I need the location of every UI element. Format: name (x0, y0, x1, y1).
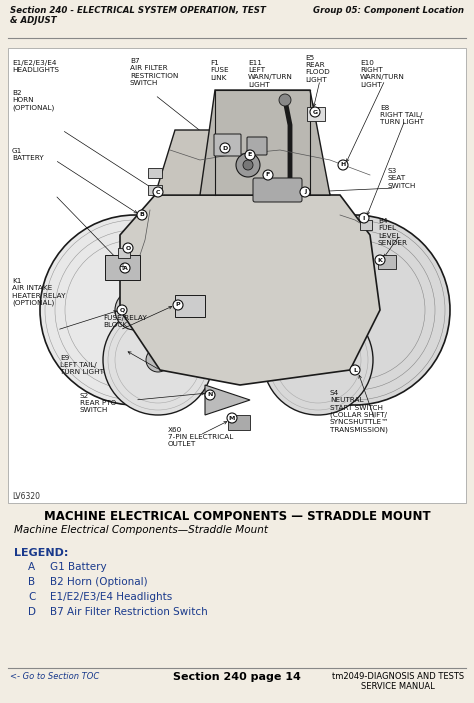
Circle shape (137, 210, 147, 220)
Text: E1/E2/E3/E4
HEADLIGHTS: E1/E2/E3/E4 HEADLIGHTS (12, 60, 59, 73)
Text: B2
HORN
(OPTIONAL): B2 HORN (OPTIONAL) (12, 90, 54, 111)
Text: K1
AIR INTAKE
HEATER RELAY
(OPTIONAL): K1 AIR INTAKE HEATER RELAY (OPTIONAL) (12, 278, 65, 307)
Polygon shape (120, 195, 380, 385)
Circle shape (120, 263, 130, 273)
Circle shape (310, 107, 320, 117)
Circle shape (347, 302, 363, 318)
Circle shape (263, 305, 373, 415)
Text: E11
LEFT
WARN/TURN
LIGHT: E11 LEFT WARN/TURN LIGHT (248, 60, 293, 88)
Text: G1
BATTERY: G1 BATTERY (12, 148, 44, 161)
Text: N: N (207, 392, 213, 397)
Text: J: J (304, 190, 306, 195)
Text: Section 240 - ELECTRICAL SYSTEM OPERATION, TEST
& ADJUST: Section 240 - ELECTRICAL SYSTEM OPERATIO… (10, 6, 266, 25)
FancyBboxPatch shape (378, 255, 396, 269)
Text: E9
LEFT TAIL/
TURN LIGHT: E9 LEFT TAIL/ TURN LIGHT (60, 355, 104, 375)
Text: O: O (126, 245, 131, 250)
FancyBboxPatch shape (148, 168, 162, 178)
Text: S3
SEAT
SWITCH: S3 SEAT SWITCH (388, 168, 416, 188)
Text: E10
RIGHT
WARN/TURN
LIGHT: E10 RIGHT WARN/TURN LIGHT (360, 60, 405, 88)
Text: L: L (353, 368, 357, 373)
Circle shape (359, 213, 369, 223)
Circle shape (127, 302, 143, 318)
Circle shape (260, 215, 450, 405)
FancyBboxPatch shape (118, 248, 130, 258)
Text: FUSE/RELAY
BLOCK: FUSE/RELAY BLOCK (103, 315, 147, 328)
Circle shape (279, 94, 291, 106)
Text: X60
7-PIN ELECTRICAL
OUTLET: X60 7-PIN ELECTRICAL OUTLET (168, 427, 233, 448)
FancyBboxPatch shape (8, 48, 466, 503)
Text: C: C (156, 190, 160, 195)
Text: +: + (118, 262, 126, 272)
Circle shape (220, 143, 230, 153)
Text: A: A (28, 562, 35, 572)
Text: E1/E2/E3/E4 Headlights: E1/E2/E3/E4 Headlights (50, 592, 172, 602)
FancyBboxPatch shape (148, 185, 162, 195)
Circle shape (103, 305, 213, 415)
Circle shape (123, 243, 133, 253)
Text: B: B (139, 212, 145, 217)
Text: K: K (378, 257, 383, 262)
Text: LEGEND:: LEGEND: (14, 548, 68, 558)
Text: S2
REAR PTO
SWITCH: S2 REAR PTO SWITCH (80, 393, 116, 413)
Text: C: C (28, 592, 36, 602)
Text: D: D (28, 607, 36, 617)
Text: B7 Air Filter Restriction Switch: B7 Air Filter Restriction Switch (50, 607, 208, 617)
Text: H: H (340, 162, 346, 167)
FancyBboxPatch shape (105, 255, 140, 280)
Circle shape (338, 160, 348, 170)
Polygon shape (205, 385, 250, 415)
Circle shape (306, 348, 330, 372)
Text: F: F (266, 172, 270, 177)
Circle shape (350, 365, 360, 375)
Polygon shape (200, 90, 330, 195)
Circle shape (117, 305, 127, 315)
Circle shape (115, 290, 155, 330)
Text: M: M (229, 415, 235, 420)
Text: G: G (312, 110, 318, 115)
Text: B7
AIR FILTER
RESTRICTION
SWITCH: B7 AIR FILTER RESTRICTION SWITCH (130, 58, 178, 86)
Circle shape (236, 153, 260, 177)
FancyBboxPatch shape (360, 220, 372, 230)
Circle shape (335, 290, 375, 330)
Circle shape (146, 348, 170, 372)
Circle shape (300, 187, 310, 197)
Circle shape (40, 215, 230, 405)
Text: B2 Horn (Optional): B2 Horn (Optional) (50, 577, 147, 587)
Text: E5
REAR
FLOOD
LIGHT: E5 REAR FLOOD LIGHT (305, 55, 330, 83)
Text: A: A (123, 266, 128, 271)
Circle shape (245, 150, 255, 160)
FancyBboxPatch shape (175, 295, 205, 317)
Polygon shape (155, 130, 330, 195)
Circle shape (173, 300, 183, 310)
Circle shape (153, 187, 163, 197)
Circle shape (227, 413, 237, 423)
Text: LV6320: LV6320 (12, 492, 40, 501)
Circle shape (263, 170, 273, 180)
Text: tm2049-DIAGNOSIS AND TESTS
SERVICE MANUAL: tm2049-DIAGNOSIS AND TESTS SERVICE MANUA… (332, 672, 464, 691)
Text: G1 Battery: G1 Battery (50, 562, 107, 572)
Text: I: I (363, 216, 365, 221)
Text: Section 240 page 14: Section 240 page 14 (173, 672, 301, 682)
Circle shape (243, 160, 253, 170)
Text: <- Go to Section TOC: <- Go to Section TOC (10, 672, 99, 681)
FancyBboxPatch shape (307, 107, 325, 121)
Text: S4
NEUTRAL
START SWITCH
(COLLAR SHIFT/
SYNCSHUTTLE™
TRANSMISSION): S4 NEUTRAL START SWITCH (COLLAR SHIFT/ S… (330, 390, 389, 433)
Text: B: B (28, 577, 35, 587)
Circle shape (205, 390, 215, 400)
Text: F1
FUSE
LINK: F1 FUSE LINK (210, 60, 228, 81)
Text: Group 05: Component Location: Group 05: Component Location (313, 6, 464, 15)
Text: B4
FUEL
LEVEL
SENDER: B4 FUEL LEVEL SENDER (378, 218, 408, 246)
Text: Machine Electrical Components—Straddle Mount: Machine Electrical Components—Straddle M… (14, 525, 268, 535)
Circle shape (375, 255, 385, 265)
Text: E: E (248, 153, 252, 157)
FancyBboxPatch shape (214, 134, 241, 156)
Text: P: P (176, 302, 180, 307)
Text: E8
RIGHT TAIL/
TURN LIGHT: E8 RIGHT TAIL/ TURN LIGHT (380, 105, 424, 126)
Text: Q: Q (119, 307, 125, 313)
FancyBboxPatch shape (253, 178, 302, 202)
Text: D: D (222, 146, 228, 150)
FancyBboxPatch shape (228, 415, 250, 430)
Text: MACHINE ELECTRICAL COMPONENTS — STRADDLE MOUNT: MACHINE ELECTRICAL COMPONENTS — STRADDLE… (44, 510, 430, 523)
FancyBboxPatch shape (247, 137, 267, 155)
